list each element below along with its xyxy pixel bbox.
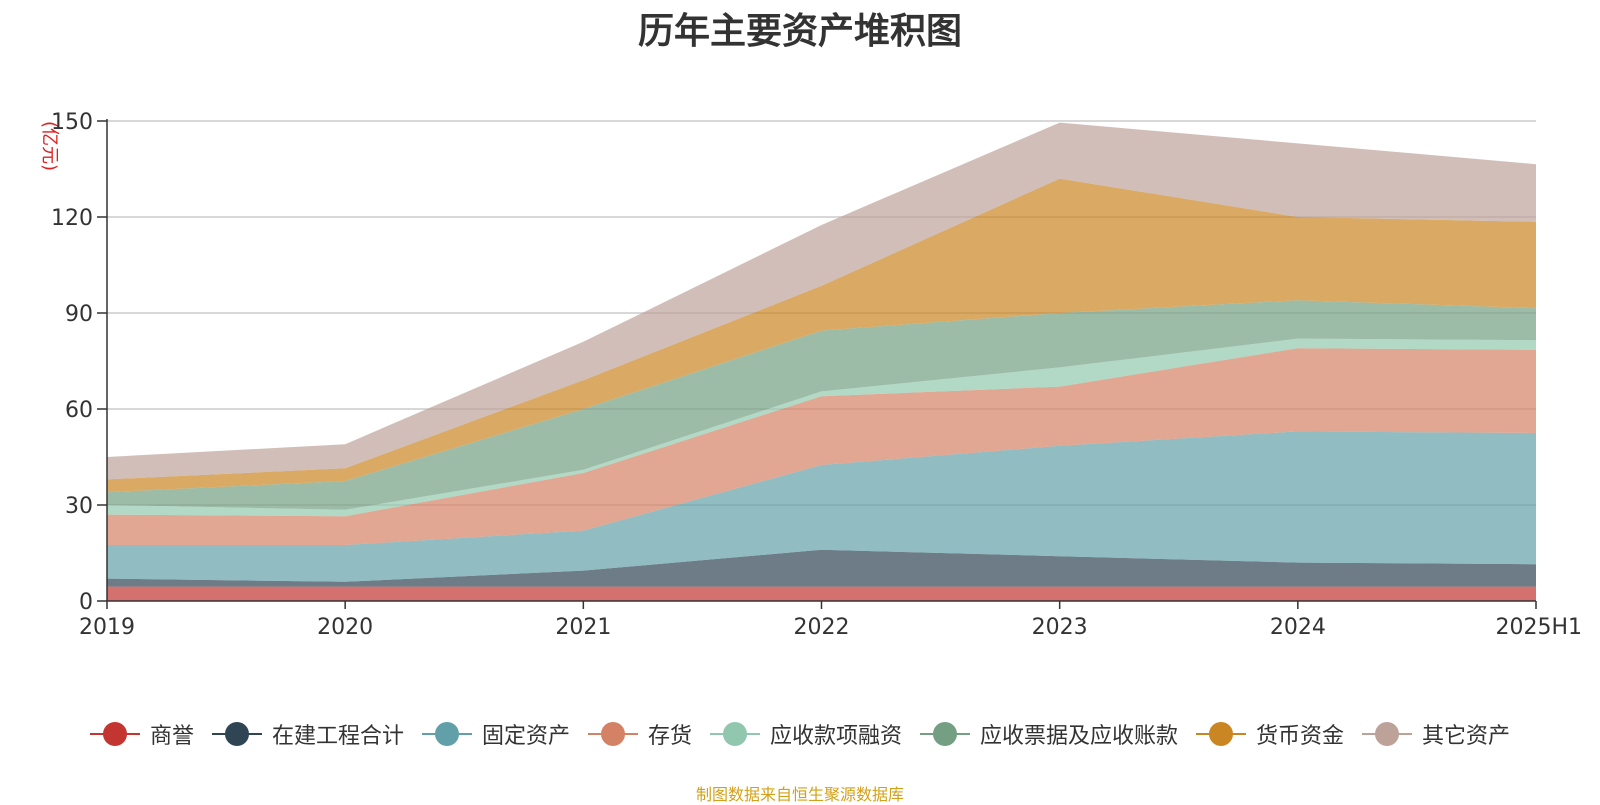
y-tick-label: 90 [65,302,93,327]
area-series-商誉 [107,586,1536,601]
legend-label: 商誉 [149,724,194,749]
legend-label: 应收款项融资 [770,724,903,749]
legend-symbol [1362,722,1413,746]
legend-symbol [710,722,760,746]
legend-item[interactable]: 存货 [587,718,692,750]
legend-item[interactable]: 商誉 [89,718,194,750]
area-series [107,122,1536,601]
legend-label: 存货 [647,724,692,749]
area-series-在建工程合计 [107,549,1536,587]
y-tick-label: 120 [51,206,93,231]
legend-label: 应收票据及应收账款 [980,724,1179,749]
area-series-固定资产 [107,431,1536,582]
legend-item[interactable]: 应收票据及应收账款 [920,718,1178,750]
x-tick-label: 2021 [555,615,611,640]
x-tick-label: 2025H1 [1495,615,1582,640]
y-axis-unit-label: (亿元) [39,121,60,171]
y-tick-label: 60 [65,398,93,423]
source-note: 制图数据来自恒生聚源数据库 [695,785,904,804]
legend-symbol [587,722,638,746]
legend-label: 其它资产 [1422,724,1511,749]
x-tick-label: 2020 [317,615,373,640]
y-tick-label: 0 [79,590,93,615]
legend-item[interactable]: 应收款项融资 [710,718,902,750]
area-series-应收票据及应收账款 [107,300,1536,510]
legend-symbol [89,722,140,746]
legend-item[interactable]: 固定资产 [421,718,570,750]
legend-symbol [421,722,472,746]
chart-title: 历年主要资产堆积图 [637,11,962,52]
x-tick-label: 2024 [1270,615,1326,640]
area-series-货币资金 [107,178,1536,493]
legend-symbol [1196,722,1247,746]
legend-item[interactable]: 货币资金 [1196,718,1344,750]
legend-symbol [211,722,262,746]
legend: 商誉 在建工程合计 固定资产 存货 应收款项融资 应收票据及应收账款 货币资金 其它资产 [0,714,1600,754]
legend-label: 货币资金 [1256,724,1345,749]
legend-label: 固定资产 [481,724,570,749]
legend-symbol [920,722,971,746]
x-tick-label: 2019 [79,615,135,640]
axes: 0 30 60 90 120 150 2019 2020 2021 2022 2023 2024 202… [51,110,1582,640]
y-tick-label: 150 [51,110,93,135]
legend-item[interactable]: 在建工程合计 [211,718,404,750]
x-tick-label: 2023 [1032,615,1088,640]
x-tick-label: 2022 [794,615,850,640]
legend-label: 在建工程合计 [271,724,404,749]
y-tick-label: 30 [65,494,93,519]
area-series-其它资产 [107,122,1536,480]
legend-item[interactable]: 其它资产 [1362,718,1510,750]
area-series-存货 [107,348,1536,545]
